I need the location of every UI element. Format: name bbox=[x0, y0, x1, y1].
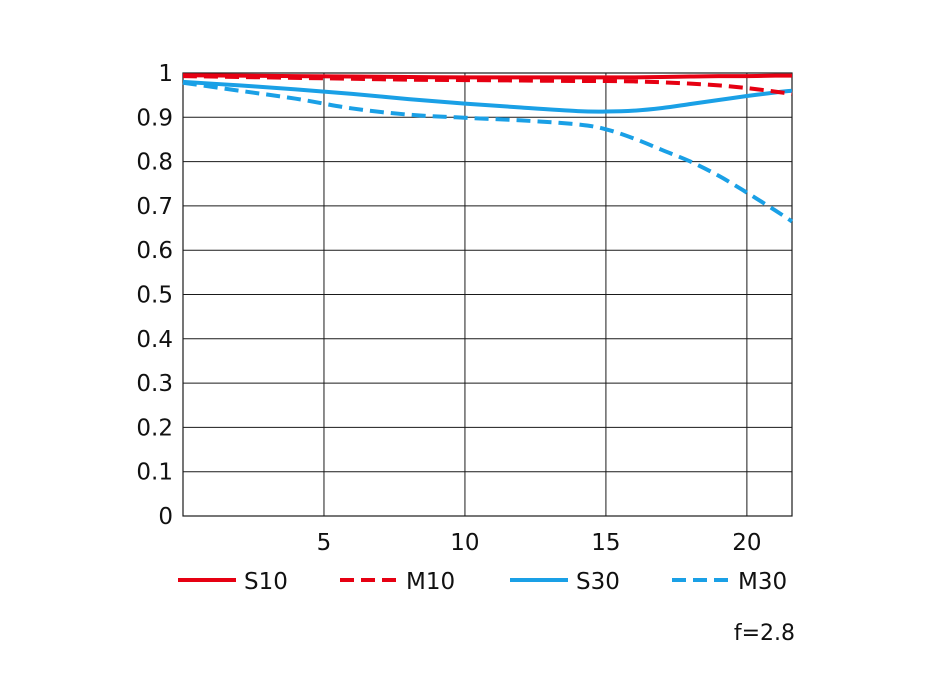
series-line-m10 bbox=[182, 74, 793, 96]
y-tick-label: 1 bbox=[158, 61, 173, 87]
legend-label-s10: S10 bbox=[244, 569, 288, 595]
plot-frame bbox=[182, 72, 793, 517]
y-tick-label: 0.7 bbox=[136, 194, 173, 220]
legend-label-s30: S30 bbox=[576, 569, 620, 595]
y-tick-label: 0.3 bbox=[136, 371, 173, 397]
x-tick-label: 10 bbox=[450, 530, 479, 556]
x-tick-label: 15 bbox=[591, 530, 620, 556]
aperture-note: f=2.8 bbox=[734, 621, 795, 646]
y-tick-label: 0.4 bbox=[136, 327, 173, 353]
y-tick-label: 0 bbox=[158, 504, 173, 530]
legend-label-m30: M30 bbox=[738, 569, 787, 595]
x-tick-label: 20 bbox=[732, 530, 761, 556]
axis-layer: 00.10.20.30.40.50.60.70.80.915 10 15 20 bbox=[136, 61, 761, 556]
x-tick-label: 5 bbox=[317, 530, 332, 556]
legend: S10 M10 S30 M30 bbox=[178, 569, 787, 595]
series-line-s30 bbox=[182, 79, 793, 114]
grid-layer bbox=[182, 72, 793, 517]
legend-label-m10: M10 bbox=[406, 569, 455, 595]
y-tick-label: 0.5 bbox=[136, 283, 173, 309]
series-layer bbox=[182, 73, 794, 224]
y-tick-label: 0.1 bbox=[136, 460, 173, 486]
y-tick-label: 0.8 bbox=[136, 150, 173, 176]
y-tick-label: 0.9 bbox=[136, 105, 173, 131]
y-tick-label: 0.6 bbox=[136, 238, 173, 264]
series-line-s10 bbox=[182, 73, 793, 80]
y-tick-label: 0.2 bbox=[136, 415, 173, 441]
